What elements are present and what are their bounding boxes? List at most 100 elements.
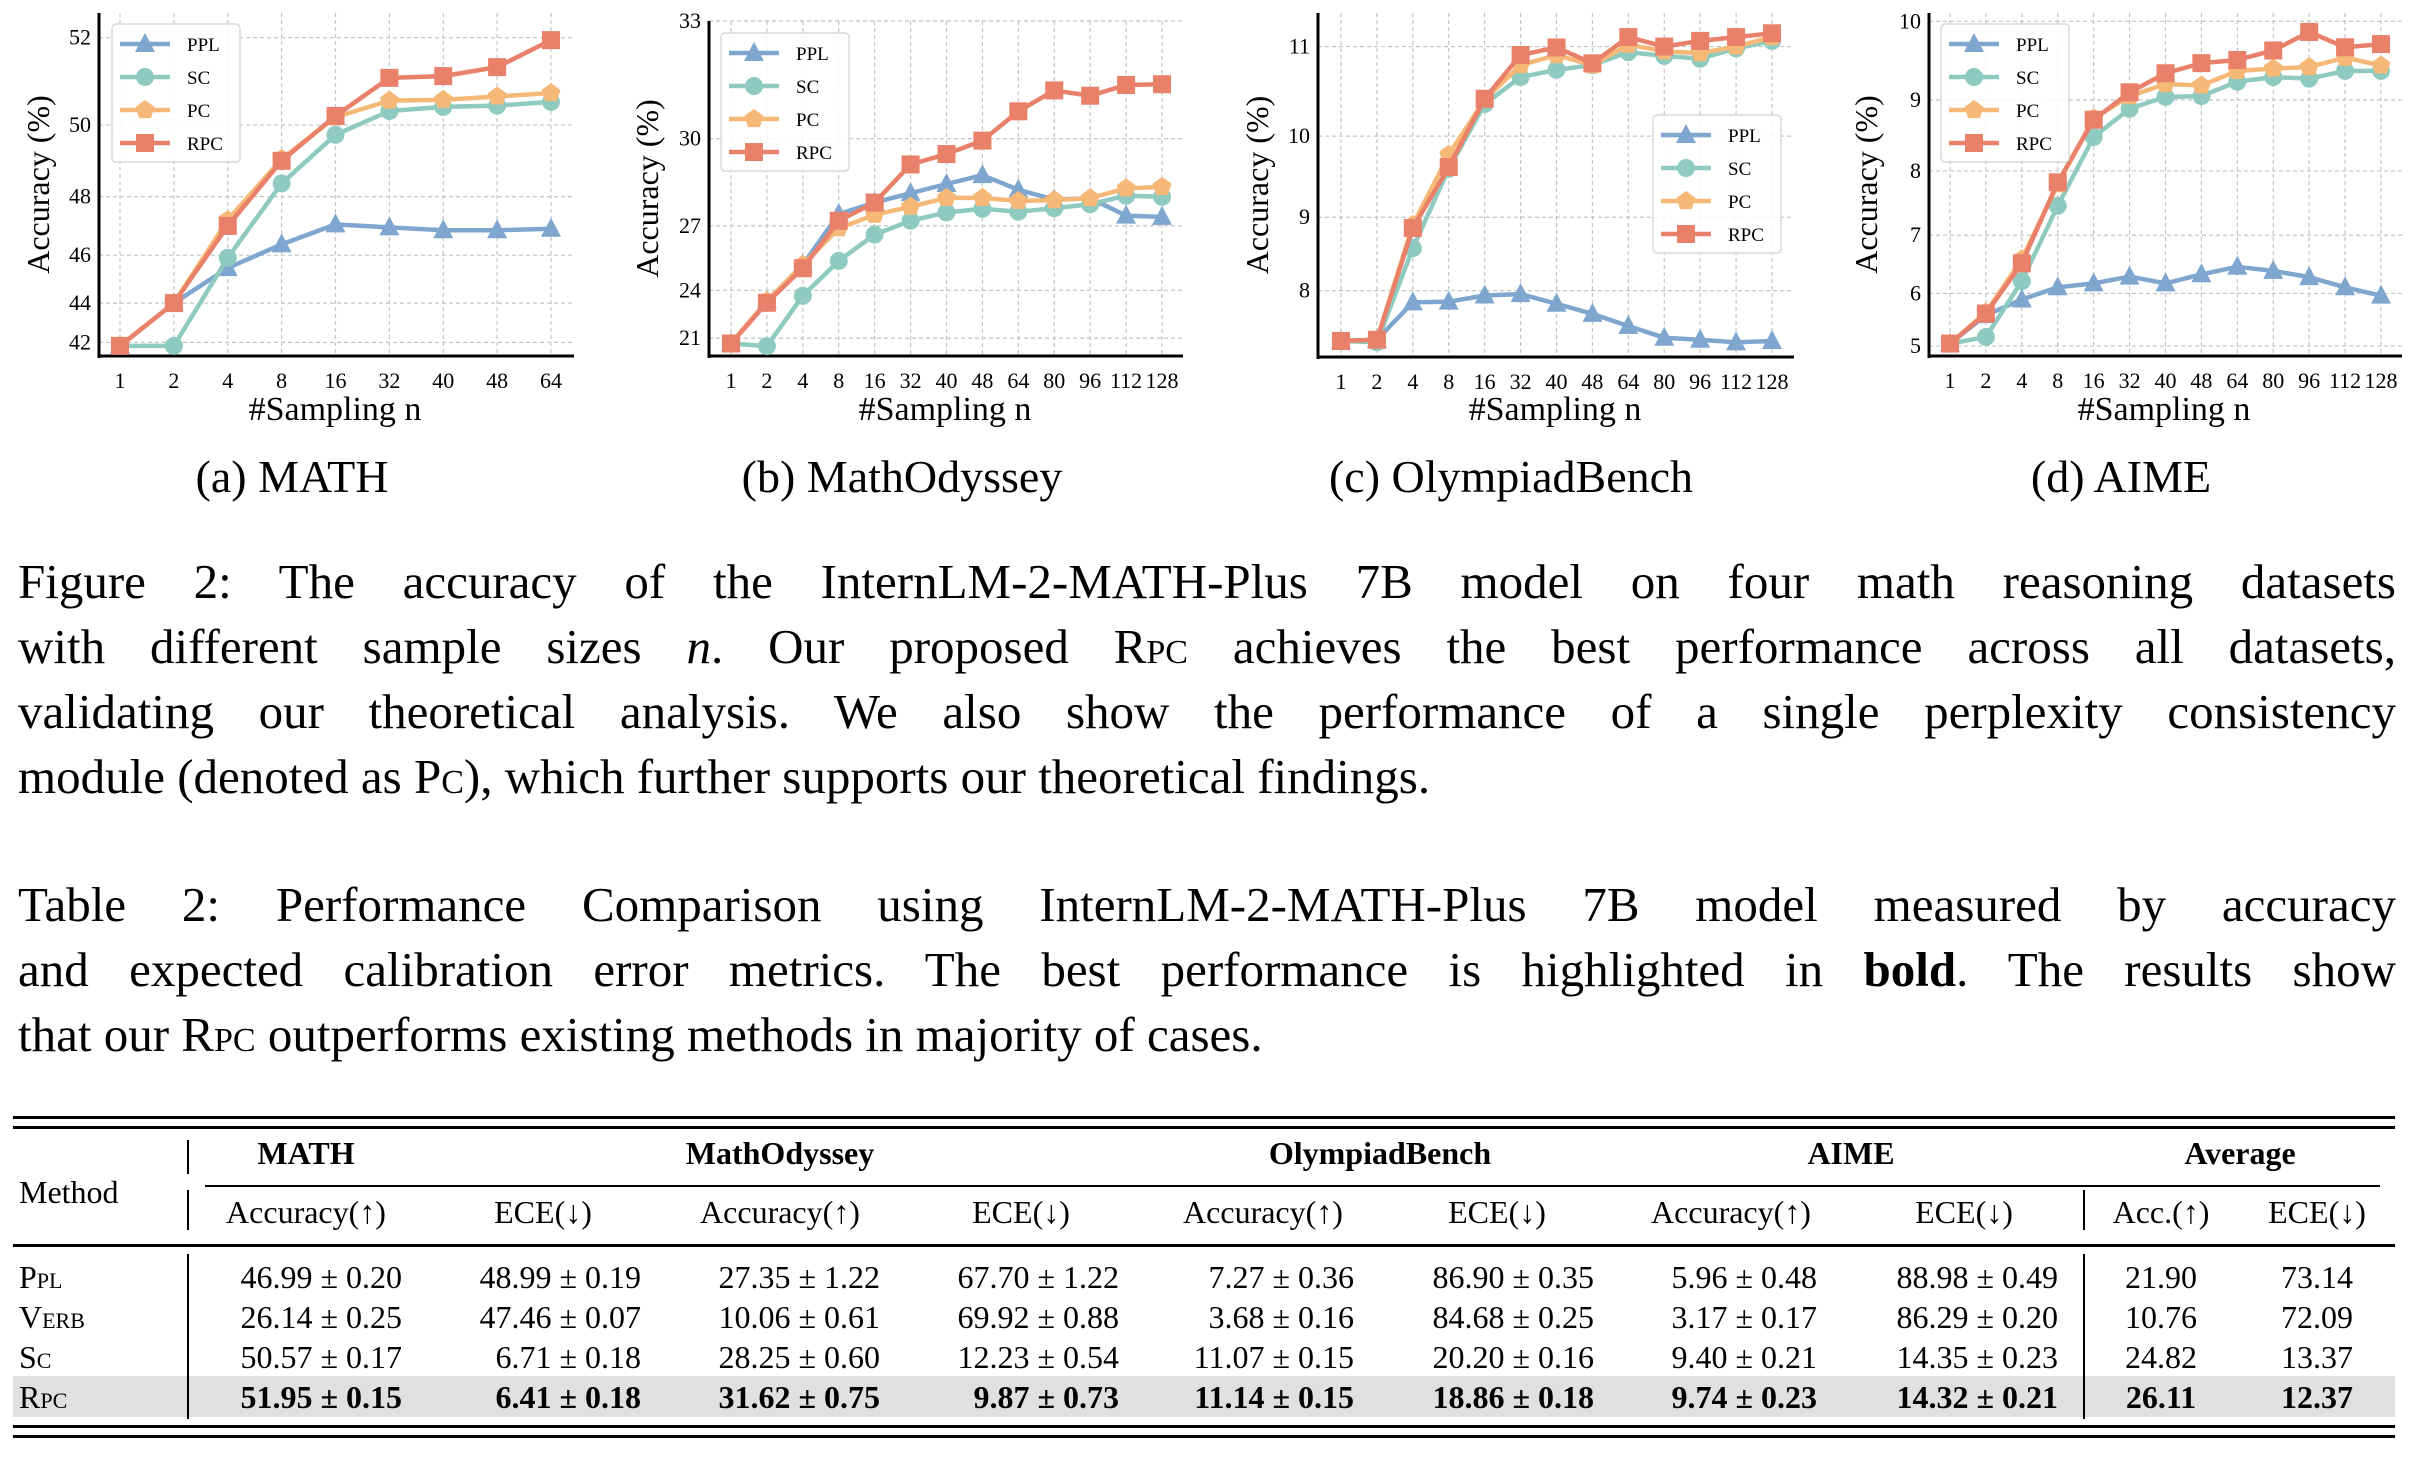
data-point xyxy=(901,155,920,174)
legend-label: PPL xyxy=(1728,126,1761,147)
data-point xyxy=(1402,291,1423,311)
legend-marker xyxy=(135,33,155,52)
subcaption-b: (b) MathOdyssey xyxy=(741,451,1063,502)
x-axis-label: #Sampling n xyxy=(249,391,422,428)
x-tick-label: 1 xyxy=(115,368,126,393)
y-tick-label: 7 xyxy=(1910,222,1921,247)
y-axis-label: Accuracy (%) xyxy=(1848,95,1884,274)
legend-marker xyxy=(1964,33,1984,52)
table-cell: 14.32 ± 0.21 xyxy=(1896,1379,2058,1415)
data-point xyxy=(164,294,183,313)
x-tick-label: 64 xyxy=(540,368,562,393)
x-tick-label: 80 xyxy=(1653,369,1675,394)
data-point xyxy=(1116,178,1136,197)
legend-label: PPL xyxy=(2016,35,2049,56)
x-tick-label: 96 xyxy=(1689,369,1711,394)
table-cell: 5.96 ± 0.48 xyxy=(1671,1259,1817,1295)
column-header: ECE(↓) xyxy=(1915,1194,2013,1230)
table-cell: 48.99 ± 0.19 xyxy=(479,1259,641,1295)
data-point xyxy=(433,89,453,108)
data-point xyxy=(1654,326,1675,346)
table-cell: 73.14 xyxy=(2281,1259,2353,1295)
table-caption-text: outperforms existing methods in majority… xyxy=(255,1007,1263,1062)
data-point xyxy=(901,196,921,215)
x-tick-label: 2 xyxy=(761,368,772,393)
group-header-olympiadbench: OlympiadBench xyxy=(1268,1135,1492,1171)
data-point xyxy=(325,213,346,233)
data-point xyxy=(2083,272,2104,292)
x-tick-label: 16 xyxy=(864,368,886,393)
data-point xyxy=(2156,87,2175,106)
table-caption: Table 2: Performance Comparison using In… xyxy=(18,872,2396,1067)
data-point xyxy=(1510,283,1531,303)
legend: PPL SC PC RPC xyxy=(1940,23,2070,163)
series-rpc xyxy=(1332,24,1781,351)
data-point xyxy=(2263,58,2283,77)
data-point xyxy=(1547,60,1566,79)
data-point xyxy=(272,174,291,193)
x-axis-label: #Sampling n xyxy=(1469,391,1642,428)
x-axis-label: #Sampling n xyxy=(859,391,1032,428)
legend-marker xyxy=(1677,225,1695,243)
data-point xyxy=(1726,331,1747,351)
legend-label: PC xyxy=(187,101,210,122)
legend-marker xyxy=(1965,68,1983,86)
data-point xyxy=(1690,328,1711,348)
data-point xyxy=(1008,190,1028,210)
legend-box xyxy=(1940,23,2070,163)
table-cell: 27.35 ± 1.22 xyxy=(718,1259,880,1295)
column-header: Accuracy(↑) xyxy=(1183,1194,1343,1230)
x-tick-label: 32 xyxy=(900,368,922,393)
table-cell: 13.37 xyxy=(2281,1339,2353,1375)
x-tick-label: 128 xyxy=(1146,368,1179,393)
table-cell: 84.68 ± 0.25 xyxy=(1432,1299,1594,1335)
table-cell: 14.35 ± 0.23 xyxy=(1896,1339,2058,1375)
y-tick-label: 21 xyxy=(679,325,701,350)
data-point xyxy=(865,225,884,244)
method-name-sc: Sc xyxy=(19,1339,52,1375)
data-point xyxy=(2119,265,2140,285)
data-point xyxy=(272,151,291,170)
data-point xyxy=(829,251,848,270)
table-cell: 21.90 xyxy=(2125,1259,2197,1295)
table-rule xyxy=(13,1116,2395,1119)
table-cell: 10.06 ± 0.61 xyxy=(718,1299,880,1335)
group-underline xyxy=(205,1185,2380,1187)
table-cell: 6.41 ± 0.18 xyxy=(495,1379,641,1415)
table-caption-text: Rpc xyxy=(181,1007,256,1062)
data-point xyxy=(1619,28,1638,47)
table-rule xyxy=(13,1435,2395,1438)
legend-label: SC xyxy=(2016,68,2039,89)
figure-caption-line: with different sample sizes n. Our propo… xyxy=(18,614,2396,679)
data-point xyxy=(1691,31,1710,50)
legend: PPL SC PC RPC xyxy=(1652,114,1782,254)
data-point xyxy=(2048,196,2067,215)
data-point xyxy=(2047,276,2068,296)
x-tick-label: 48 xyxy=(1581,369,1603,394)
table-cell: 28.25 ± 0.60 xyxy=(718,1339,880,1375)
legend-marker xyxy=(1676,191,1696,210)
x-axis-label: #Sampling n xyxy=(2078,391,2251,428)
x-tick-label: 4 xyxy=(222,368,233,393)
x-tick-label: 64 xyxy=(1007,368,1029,393)
table-cell: 12.23 ± 0.54 xyxy=(957,1339,1119,1375)
x-tick-label: 128 xyxy=(2365,368,2398,393)
data-point xyxy=(757,337,776,356)
figure-caption-text: . Our proposed xyxy=(710,619,1114,674)
legend-marker xyxy=(136,68,154,86)
data-point xyxy=(2371,55,2391,74)
x-tick-label: 96 xyxy=(1079,368,1101,393)
x-tick-label: 112 xyxy=(1720,369,1752,394)
data-point xyxy=(2084,110,2103,129)
legend-marker xyxy=(135,100,155,119)
figure-caption-line: module (denoted as Pc), which further su… xyxy=(18,744,2396,809)
data-point xyxy=(1367,330,1386,349)
x-tick-label: 4 xyxy=(797,368,808,393)
data-point xyxy=(2264,41,2283,60)
x-tick-label: 4 xyxy=(2016,368,2027,393)
legend-marker xyxy=(1677,159,1695,177)
column-header: ECE(↓) xyxy=(494,1194,592,1230)
x-tick-label: 112 xyxy=(2329,368,2361,393)
table-cell: 50.57 ± 0.17 xyxy=(240,1339,402,1375)
table-cell: 9.74 ± 0.23 xyxy=(1671,1379,1817,1415)
